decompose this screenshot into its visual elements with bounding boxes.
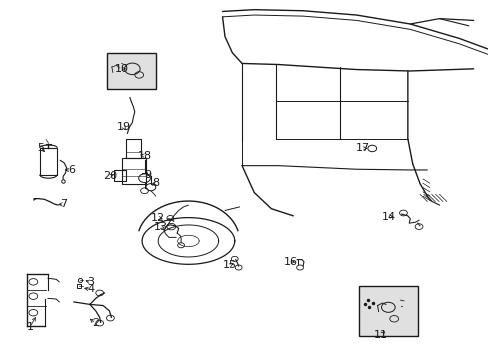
Text: 16: 16 bbox=[283, 257, 297, 267]
Bar bbox=[40, 148, 57, 175]
Text: 14: 14 bbox=[381, 212, 395, 221]
Bar bbox=[358, 286, 417, 336]
Text: 17: 17 bbox=[355, 143, 369, 153]
Bar bbox=[122, 158, 146, 184]
Text: 6: 6 bbox=[68, 165, 75, 175]
Text: 12: 12 bbox=[151, 213, 165, 222]
Text: 7: 7 bbox=[61, 199, 67, 210]
Text: 1: 1 bbox=[26, 322, 33, 332]
Text: 20: 20 bbox=[103, 171, 117, 181]
Text: 9: 9 bbox=[144, 170, 151, 180]
Text: 13: 13 bbox=[153, 222, 167, 231]
Text: 8: 8 bbox=[152, 178, 159, 188]
Text: 15: 15 bbox=[223, 260, 236, 270]
Text: 18: 18 bbox=[137, 150, 151, 161]
Bar bbox=[107, 53, 156, 89]
Text: 3: 3 bbox=[87, 277, 94, 287]
Text: 11: 11 bbox=[373, 330, 387, 340]
Bar bbox=[126, 139, 141, 158]
Text: 19: 19 bbox=[116, 122, 130, 132]
Text: 5: 5 bbox=[37, 143, 44, 153]
Text: 10: 10 bbox=[114, 64, 128, 74]
Text: 4: 4 bbox=[87, 284, 94, 294]
Text: 2: 2 bbox=[92, 319, 99, 328]
Bar bbox=[114, 170, 126, 181]
